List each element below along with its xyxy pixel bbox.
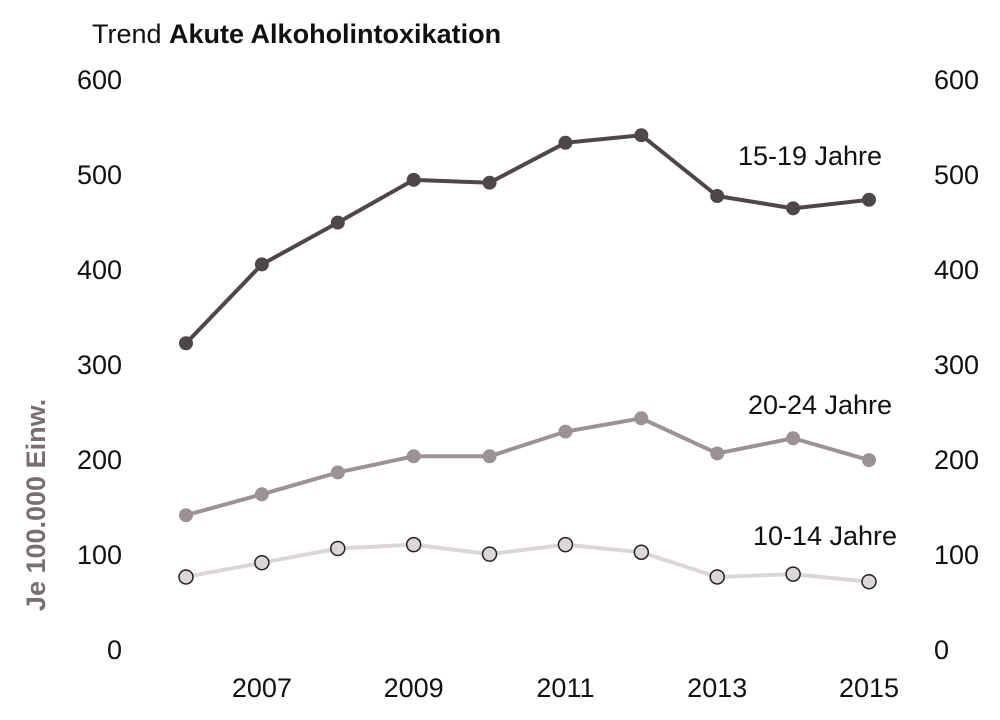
point [179,508,193,523]
y2-tick-label: 300 [934,350,979,380]
point [330,215,345,230]
point [178,569,194,585]
y-tick-label: 400 [77,255,122,285]
x-tick-label: 2011 [536,673,594,703]
point [786,201,801,216]
y2-tick-label: 100 [934,540,979,570]
y-axis-label: Je 100.000 Einw. [21,399,51,611]
point [482,175,497,190]
y-tick-label: 500 [77,160,122,190]
x-tick-label: 2013 [687,673,747,703]
point [557,536,574,553]
point [254,554,270,571]
y2-tick-label: 0 [934,635,949,665]
y-tick-label: 0 [107,635,122,665]
point [710,189,725,203]
point [330,465,345,480]
point [482,449,497,464]
point [330,540,346,557]
point [710,446,725,461]
point [861,573,877,590]
point [634,411,649,426]
point [709,569,725,585]
series-label: 15-19 Jahre [738,141,882,171]
point [481,546,498,562]
series-line [185,542,870,584]
chart-title: Trend Akute Alkoholintoxikation [92,19,501,49]
x-tick-label: 2007 [232,673,292,703]
x-tick-label: 2009 [384,673,444,703]
y2-tick-label: 400 [934,255,979,285]
point [862,453,876,468]
series-line [184,133,870,345]
series-label: 20-24 Jahre [748,390,892,420]
y-tick-label: 600 [77,65,122,95]
point [406,172,421,187]
y2-tick-label: 500 [934,160,979,190]
point [254,257,269,272]
point [634,128,649,143]
point [785,566,801,582]
point [406,449,421,464]
y2-tick-label: 600 [934,65,979,95]
series-label: 10-14 Jahre [753,521,897,551]
point [558,135,573,150]
point [633,544,650,560]
series-line [185,416,870,518]
point [786,431,801,446]
x-tick-label: 2015 [839,673,899,703]
y-tick-label: 100 [77,540,122,570]
y-tick-label: 200 [77,445,122,475]
point [558,424,573,439]
title-main: Akute Alkoholintoxikation [169,19,501,49]
y-tick-label: 300 [77,350,122,380]
y2-tick-label: 200 [934,445,979,475]
point [254,487,269,502]
point [405,536,422,553]
point [862,192,876,207]
point [179,336,193,351]
title-prefix: Trend [92,19,162,49]
